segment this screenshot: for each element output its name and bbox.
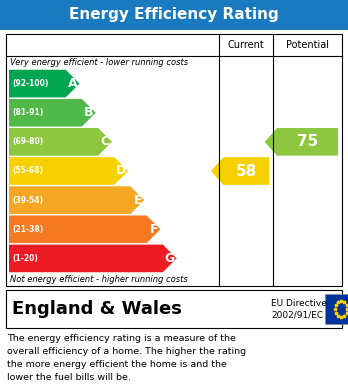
Text: The energy efficiency rating is a measure of the
overall efficiency of a home. T: The energy efficiency rating is a measur… bbox=[7, 334, 246, 382]
Text: G: G bbox=[164, 252, 175, 265]
Text: E: E bbox=[134, 194, 142, 206]
Text: 58: 58 bbox=[236, 163, 257, 179]
Polygon shape bbox=[9, 70, 79, 97]
Text: Potential: Potential bbox=[286, 40, 329, 50]
Text: 75: 75 bbox=[297, 135, 318, 149]
Text: D: D bbox=[116, 165, 126, 178]
Polygon shape bbox=[9, 215, 160, 243]
Bar bbox=[325, 294, 348, 324]
Text: (21-38): (21-38) bbox=[12, 225, 43, 234]
Text: (81-91): (81-91) bbox=[12, 108, 43, 117]
Text: Current: Current bbox=[228, 40, 264, 50]
Text: (55-68): (55-68) bbox=[12, 167, 43, 176]
Polygon shape bbox=[265, 128, 338, 156]
Polygon shape bbox=[211, 157, 269, 185]
Polygon shape bbox=[9, 187, 144, 214]
Bar bbox=[0, 0, 348, 30]
Text: EU Directive
2002/91/EC: EU Directive 2002/91/EC bbox=[271, 299, 327, 319]
Text: Not energy efficient - higher running costs: Not energy efficient - higher running co… bbox=[10, 275, 188, 284]
Polygon shape bbox=[9, 245, 177, 272]
Text: F: F bbox=[150, 223, 158, 236]
Text: Energy Efficiency Rating: Energy Efficiency Rating bbox=[69, 7, 279, 23]
Text: (92-100): (92-100) bbox=[12, 79, 48, 88]
Bar bbox=[6, 290, 342, 328]
Text: (39-54): (39-54) bbox=[12, 196, 43, 204]
Text: B: B bbox=[84, 106, 94, 119]
Text: Very energy efficient - lower running costs: Very energy efficient - lower running co… bbox=[10, 58, 188, 67]
Polygon shape bbox=[9, 128, 112, 156]
Bar bbox=[6, 34, 342, 286]
Text: (1-20): (1-20) bbox=[12, 254, 38, 263]
Text: C: C bbox=[101, 135, 110, 148]
Text: (69-80): (69-80) bbox=[12, 137, 43, 146]
Text: England & Wales: England & Wales bbox=[12, 300, 182, 318]
Polygon shape bbox=[9, 157, 128, 185]
Text: A: A bbox=[68, 77, 78, 90]
Polygon shape bbox=[9, 99, 96, 127]
